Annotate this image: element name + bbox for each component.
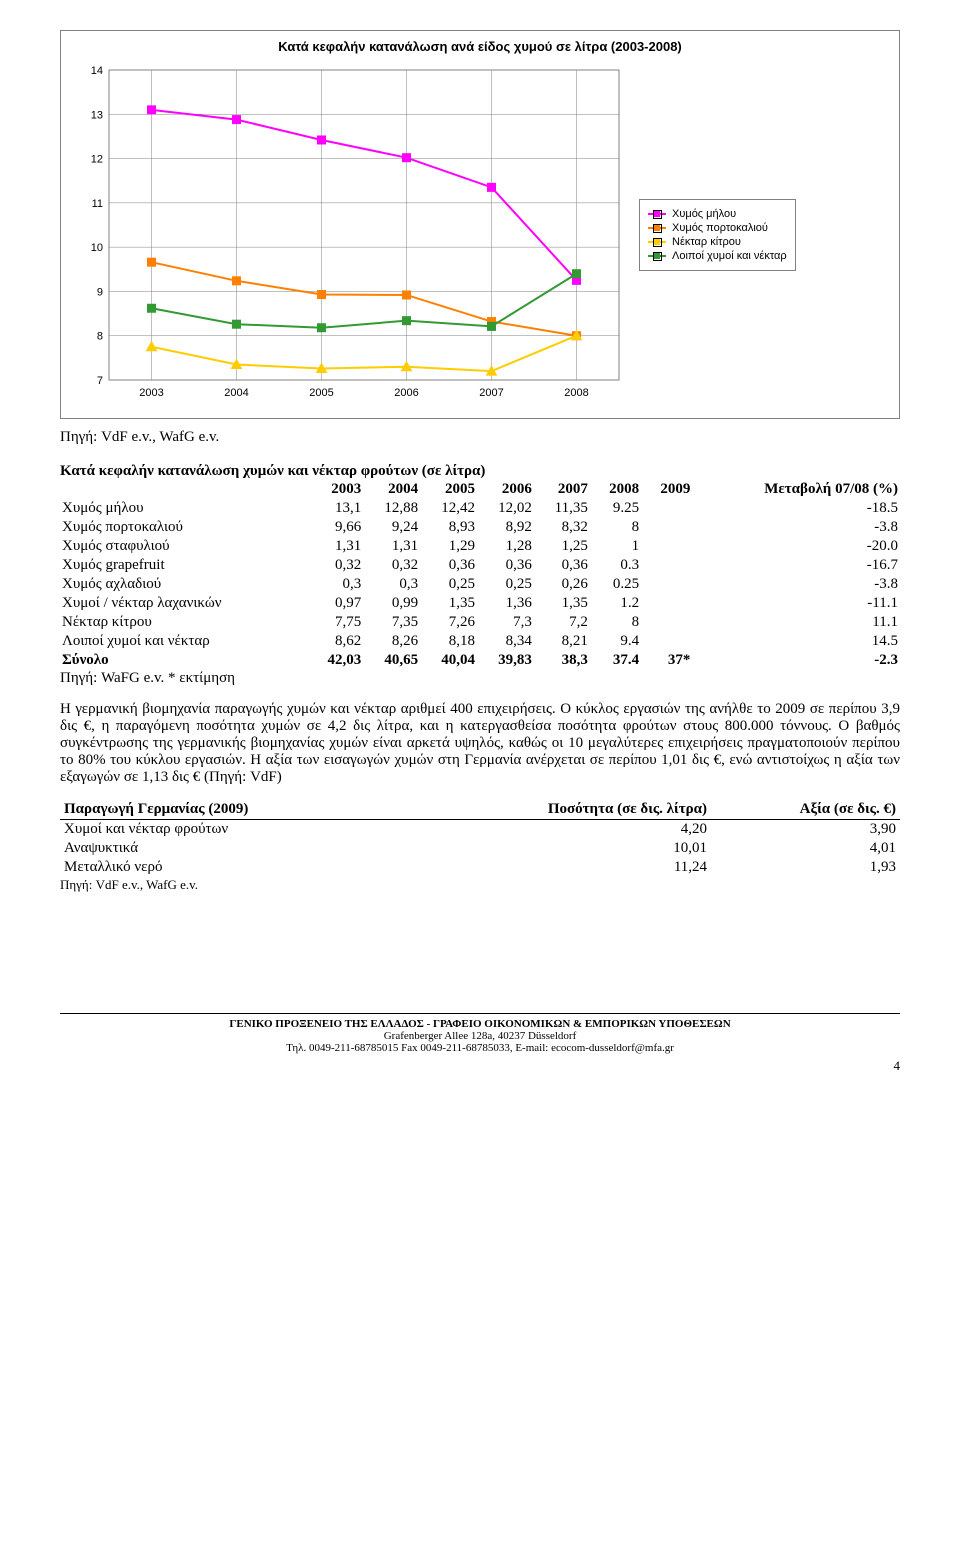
legend-item: Χυμός πορτοκαλιού (648, 222, 787, 234)
footer-line2: Grafenberger Allee 128a, 40237 Düsseldor… (60, 1030, 900, 1042)
chart-legend: Χυμός μήλου Χυμός πορτοκαλιού Νέκταρ κίτρο… (639, 199, 796, 271)
legend-label: Χυμός πορτοκαλιού (672, 222, 768, 234)
consumption-table: 2003200420052006200720082009Μεταβολή 07/… (60, 480, 900, 670)
svg-text:2005: 2005 (309, 387, 333, 399)
svg-text:13: 13 (91, 109, 103, 121)
svg-text:11: 11 (92, 198, 103, 210)
footer-line1: ΓΕΝΙΚΟ ΠΡΟΞΕΝΕΙΟ ΤΗΣ ΕΛΛΑΔΟΣ - ΓΡΑΦΕΙΟ Ο… (60, 1018, 900, 1030)
legend-item: Νέκταρ κίτρου (648, 236, 787, 248)
svg-text:8: 8 (97, 331, 103, 343)
legend-swatch (648, 255, 666, 257)
table-row: Μεταλλικό νερό11,241,93 (60, 858, 900, 877)
footer-line3: Τηλ. 0049-211-68785015 Fax 0049-211-6878… (60, 1042, 900, 1054)
consumption-chart: Κατά κεφαλήν κατανάλωση ανά είδος χυμού … (60, 30, 900, 419)
svg-text:12: 12 (91, 154, 103, 166)
table-row: Νέκταρ κίτρου7,757,357,267,37,2811.1 (60, 613, 900, 632)
chart-source: Πηγή: VdF e.v., WafG e.v. (60, 429, 900, 446)
page-number: 4 (60, 1058, 900, 1074)
legend-label: Χυμός μήλου (672, 208, 736, 220)
table1-caption: Κατά κεφαλήν κατανάλωση χυμών και νέκταρ… (60, 463, 900, 480)
svg-text:7: 7 (97, 375, 103, 387)
legend-label: Νέκταρ κίτρου (672, 236, 741, 248)
legend-item: Λοιποί χυμοί και νέκταρ (648, 250, 787, 262)
legend-swatch (648, 241, 666, 243)
legend-swatch (648, 227, 666, 229)
svg-text:14: 14 (91, 65, 103, 77)
table-row: Χυμός μήλου13,112,8812,4212,0211,359.25-… (60, 499, 900, 518)
svg-text:2008: 2008 (564, 387, 588, 399)
legend-swatch (648, 213, 666, 215)
table-row: Χυμός πορτοκαλιού9,669,248,938,928,328-3… (60, 518, 900, 537)
table2-note: Πηγή: VdF e.v., WafG e.v. (60, 877, 900, 893)
svg-text:2003: 2003 (139, 387, 163, 399)
table-row: Χυμοί / νέκταρ λαχανικών0,970,991,351,36… (60, 594, 900, 613)
table-row: Χυμός αχλαδιού0,30,30,250,250,260.25-3.8 (60, 575, 900, 594)
svg-text:9: 9 (97, 286, 103, 298)
chart-plot: 7 8 9 10 11 12 13 14 2003 2004 2005 2006 2007 2008 (69, 60, 629, 410)
svg-text:2004: 2004 (224, 387, 248, 399)
table-row: Χυμοί και νέκταρ φρούτων4,203,90 (60, 820, 900, 840)
table-row: Χυμός grapefruit0,320,320,360,360,360.3-… (60, 556, 900, 575)
table1-note: Πηγή: WaFG e.v. * εκτίμηση (60, 670, 900, 687)
page-footer: ΓΕΝΙΚΟ ΠΡΟΞΕΝΕΙΟ ΤΗΣ ΕΛΛΑΔΟΣ - ΓΡΑΦΕΙΟ Ο… (60, 1018, 900, 1054)
table-row: Αναψυκτικά10,014,01 (60, 839, 900, 858)
svg-text:2006: 2006 (394, 387, 418, 399)
legend-label: Λοιποί χυμοί και νέκταρ (672, 250, 787, 262)
body-paragraph: Η γερμανική βιομηχανία παραγωγής χυμών κ… (60, 701, 900, 786)
chart-title: Κατά κεφαλήν κατανάλωση ανά είδος χυμού … (69, 39, 891, 54)
production-table: Παραγωγή Γερμανίας (2009)Ποσότητα (σε δι… (60, 800, 900, 877)
table-row: Λοιποί χυμοί και νέκταρ8,628,268,188,348… (60, 632, 900, 651)
legend-item: Χυμός μήλου (648, 208, 787, 220)
footer-separator (60, 1013, 900, 1014)
svg-text:10: 10 (91, 242, 103, 254)
svg-text:2007: 2007 (479, 387, 503, 399)
table-row: Σύνολο42,0340,6540,0439,8338,337.437*-2.… (60, 651, 900, 670)
table-row: Χυμός σταφυλιού1,311,311,291,281,251-20.… (60, 537, 900, 556)
